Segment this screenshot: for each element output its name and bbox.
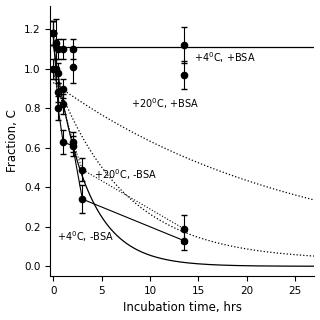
Text: +20$^0$C, -BSA: +20$^0$C, -BSA — [94, 168, 157, 182]
Text: +20$^0$C, +BSA: +20$^0$C, +BSA — [131, 96, 199, 111]
Text: +4$^0$C, -BSA: +4$^0$C, -BSA — [57, 229, 114, 244]
Y-axis label: Fraction, C: Fraction, C — [5, 109, 19, 172]
Text: +4$^0$C, +BSA: +4$^0$C, +BSA — [194, 50, 255, 65]
X-axis label: Incubation time, hrs: Incubation time, hrs — [123, 301, 242, 315]
